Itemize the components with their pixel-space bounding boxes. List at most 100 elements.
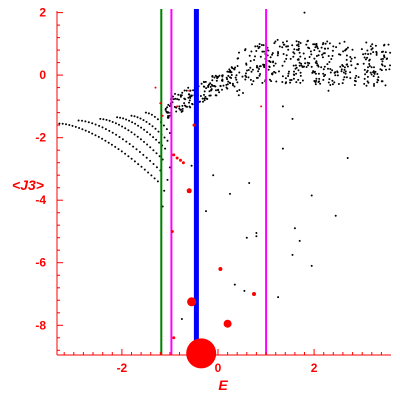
data-point bbox=[344, 70, 347, 73]
data-point bbox=[172, 98, 175, 101]
data-point bbox=[340, 68, 343, 71]
data-point bbox=[149, 133, 152, 136]
data-point bbox=[292, 55, 295, 58]
data-point bbox=[281, 81, 284, 83]
data-point bbox=[323, 65, 326, 68]
data-point bbox=[256, 64, 258, 67]
data-point bbox=[346, 157, 349, 159]
data-point bbox=[306, 61, 309, 64]
data-point bbox=[388, 68, 391, 71]
data-point bbox=[263, 50, 265, 53]
data-point bbox=[234, 76, 237, 79]
data-point bbox=[364, 73, 367, 76]
data-point bbox=[323, 52, 326, 55]
data-point bbox=[188, 99, 191, 102]
data-point bbox=[200, 82, 203, 85]
data-point bbox=[345, 76, 348, 79]
data-point bbox=[287, 75, 290, 77]
data-point bbox=[184, 105, 187, 108]
data-point bbox=[133, 115, 136, 118]
data-point bbox=[285, 54, 288, 57]
data-point bbox=[297, 45, 300, 48]
data-point bbox=[376, 81, 379, 84]
data-point bbox=[349, 71, 352, 74]
data-point bbox=[231, 67, 234, 70]
data-point bbox=[281, 105, 284, 108]
data-point bbox=[258, 43, 261, 45]
data-point bbox=[370, 73, 373, 76]
y-tick-label: -6 bbox=[35, 256, 46, 270]
data-point bbox=[296, 44, 298, 47]
data-point bbox=[133, 133, 136, 136]
data-point bbox=[365, 41, 368, 44]
data-point bbox=[215, 75, 218, 78]
data-point bbox=[341, 82, 344, 85]
data-point bbox=[226, 78, 229, 81]
data-point bbox=[293, 70, 295, 73]
data-point bbox=[163, 136, 166, 139]
data-point bbox=[366, 56, 369, 59]
data-point bbox=[372, 75, 375, 78]
data-point bbox=[125, 140, 128, 143]
data-point bbox=[377, 79, 380, 82]
data-point bbox=[295, 72, 298, 75]
highlight-point bbox=[223, 319, 232, 328]
data-point bbox=[202, 85, 205, 88]
data-point bbox=[185, 89, 188, 92]
data-point bbox=[143, 140, 145, 143]
data-point bbox=[271, 72, 274, 75]
data-point bbox=[338, 42, 341, 45]
data-point bbox=[202, 80, 205, 83]
data-point bbox=[354, 67, 357, 70]
data-point bbox=[300, 64, 303, 67]
data-point bbox=[199, 95, 202, 97]
data-point bbox=[306, 40, 309, 43]
data-point bbox=[58, 122, 61, 125]
data-point bbox=[229, 82, 232, 85]
data-point bbox=[207, 84, 210, 87]
data-point bbox=[291, 44, 294, 47]
data-point bbox=[385, 58, 388, 60]
data-point bbox=[124, 152, 127, 155]
data-point bbox=[132, 145, 135, 148]
data-point bbox=[220, 79, 223, 82]
data-point bbox=[333, 81, 336, 84]
data-point bbox=[133, 160, 136, 163]
data-point bbox=[268, 78, 271, 81]
highlight-point bbox=[187, 297, 197, 307]
data-point bbox=[221, 74, 224, 77]
data-point bbox=[327, 67, 329, 70]
data-point bbox=[213, 76, 216, 79]
data-point bbox=[289, 79, 292, 81]
data-point bbox=[371, 43, 374, 46]
highlight-points bbox=[154, 86, 263, 369]
data-point bbox=[255, 66, 258, 69]
data-point bbox=[142, 153, 145, 156]
data-point bbox=[334, 214, 337, 217]
data-point bbox=[226, 70, 229, 73]
highlight-point bbox=[179, 158, 182, 162]
data-point bbox=[377, 76, 380, 79]
data-point bbox=[134, 122, 137, 125]
data-point bbox=[294, 64, 297, 67]
data-point bbox=[140, 165, 143, 168]
data-point bbox=[120, 150, 123, 153]
data-point bbox=[297, 69, 300, 72]
data-point bbox=[121, 125, 124, 128]
data-point bbox=[357, 76, 360, 79]
data-point bbox=[242, 92, 244, 94]
data-point bbox=[262, 44, 265, 47]
data-point bbox=[127, 155, 130, 158]
data-point bbox=[389, 51, 392, 54]
data-point bbox=[387, 43, 390, 46]
data-point bbox=[272, 60, 275, 63]
data-point bbox=[315, 60, 318, 63]
highlight-point bbox=[186, 188, 192, 194]
data-point bbox=[128, 119, 131, 122]
data-point bbox=[364, 52, 367, 55]
data-point bbox=[277, 296, 280, 299]
data-point bbox=[362, 53, 365, 56]
data-point bbox=[373, 72, 376, 75]
data-point bbox=[246, 69, 248, 72]
data-point bbox=[353, 79, 356, 82]
